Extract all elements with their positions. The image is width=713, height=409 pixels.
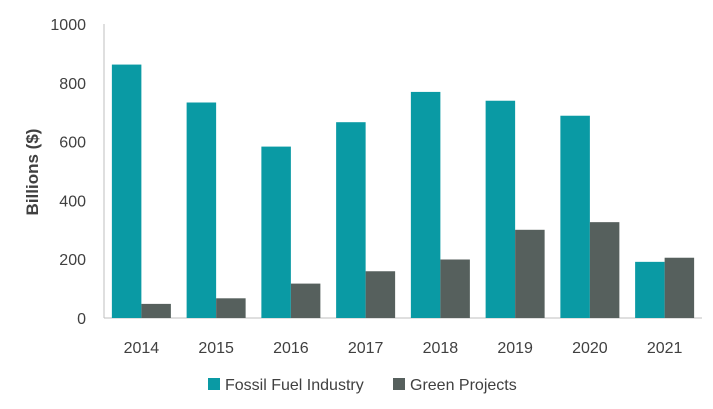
bar-green-projects-2015 [216, 298, 246, 318]
x-axis-ticks: 2014 2015 2016 2017 2018 2019 2020 2021 [124, 340, 683, 357]
bar-green-projects-2014 [141, 303, 171, 318]
legend: Fossil Fuel Industry Green Projects [208, 377, 517, 394]
bar-fossil-fuel-2015 [186, 102, 217, 318]
y-axis-title: Billions ($) [23, 129, 42, 216]
bar-green-projects-2018 [440, 259, 470, 318]
y-tick-label: 0 [77, 311, 86, 328]
y-tick-label: 1000 [50, 17, 86, 34]
x-tick-label: 2019 [497, 340, 533, 357]
bar-fossil-fuel-2017 [336, 122, 366, 318]
x-tick-label: 2020 [572, 340, 608, 357]
bar-fossil-fuel-2014 [111, 64, 142, 319]
bar-green-projects-2016 [290, 283, 321, 318]
y-axis-ticks: 0 200 400 600 800 1000 [50, 17, 86, 328]
bar-green-projects-2017 [365, 271, 396, 318]
bar-fossil-fuel-2020 [560, 115, 590, 318]
legend-swatch-fossil-fuel [208, 378, 220, 390]
bar-fossil-fuel-2021 [635, 261, 665, 318]
y-axis-title-group: Billions ($) [23, 129, 42, 216]
legend-swatch-green-projects [393, 378, 405, 390]
x-tick-label: 2021 [647, 340, 683, 357]
x-tick-label: 2014 [124, 340, 160, 357]
x-tick-label: 2017 [348, 340, 384, 357]
bars [111, 64, 695, 319]
x-tick-label: 2015 [198, 340, 234, 357]
bar-fossil-fuel-2019 [485, 100, 516, 318]
bar-green-projects-2019 [515, 229, 545, 318]
y-tick-label: 400 [59, 193, 86, 210]
x-tick-label: 2016 [273, 340, 309, 357]
bar-green-projects-2021 [664, 257, 695, 318]
legend-label-fossil-fuel: Fossil Fuel Industry [225, 377, 364, 394]
y-tick-label: 200 [59, 252, 86, 269]
bar-fossil-fuel-2018 [410, 91, 441, 318]
bar-fossil-fuel-2016 [261, 146, 291, 318]
y-tick-label: 800 [59, 76, 86, 93]
x-tick-label: 2018 [423, 340, 459, 357]
bar-green-projects-2020 [589, 222, 620, 318]
y-tick-label: 600 [59, 135, 86, 152]
legend-label-green-projects: Green Projects [410, 377, 517, 394]
